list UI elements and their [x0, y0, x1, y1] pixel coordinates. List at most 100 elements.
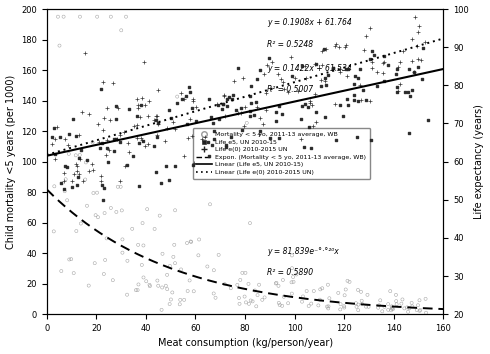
Point [390, 306, 397, 312]
Point [204, 139, 212, 145]
Point [137, 102, 145, 108]
Point [317, 286, 324, 292]
Point [94, 215, 102, 220]
Point [255, 282, 263, 287]
Point [221, 113, 229, 119]
Point [182, 93, 190, 98]
Point [134, 242, 142, 248]
Point [112, 136, 120, 142]
Point [67, 256, 75, 262]
Point [171, 242, 178, 248]
Point [297, 136, 305, 142]
Point [154, 87, 162, 93]
Point [246, 100, 254, 106]
Point [72, 153, 80, 158]
Point [232, 108, 240, 113]
Point [379, 70, 387, 76]
Point [214, 101, 221, 107]
Point [76, 152, 84, 158]
Point [384, 301, 392, 307]
Point [218, 107, 225, 112]
Point [97, 145, 104, 150]
Legend: Mortality < 5 yo, 2011-13 average, WB, Life e5, UN 2010-15, Life e(0) 2010-2015 : Mortality < 5 yo, 2011-13 average, WB, L… [193, 128, 370, 179]
Point [373, 84, 381, 89]
Point [141, 60, 148, 65]
Point [153, 132, 161, 138]
Point [279, 277, 287, 283]
Point [215, 252, 222, 258]
Point [195, 237, 203, 242]
Point [331, 43, 339, 48]
Point [358, 298, 366, 304]
Point [119, 250, 126, 256]
Point [414, 302, 422, 308]
Point [229, 92, 237, 98]
Point [310, 288, 318, 294]
Point [369, 52, 377, 58]
Point [312, 119, 320, 125]
Point [152, 169, 160, 175]
Point [50, 125, 58, 131]
Point [68, 184, 76, 190]
Point [117, 28, 125, 33]
Point [142, 102, 149, 108]
Point [298, 299, 306, 304]
Point [70, 270, 77, 276]
Point [300, 144, 308, 149]
Point [98, 182, 106, 188]
Point [61, 188, 69, 194]
Point [97, 178, 104, 183]
Point [76, 156, 84, 162]
Point [306, 101, 314, 106]
Point [133, 135, 141, 141]
Point [242, 270, 249, 276]
Point [210, 136, 218, 142]
Point [343, 73, 351, 79]
Point [312, 109, 320, 115]
Point [189, 98, 197, 104]
Point [320, 46, 328, 52]
Point [289, 74, 296, 79]
Point [150, 117, 158, 123]
Point [185, 85, 193, 90]
Point [280, 294, 288, 299]
Point [73, 182, 80, 188]
Point [336, 307, 344, 312]
Point [157, 180, 165, 186]
Point [107, 14, 115, 19]
Point [336, 44, 343, 50]
Point [188, 105, 196, 111]
Point [394, 64, 402, 69]
Point [163, 126, 171, 131]
Point [305, 303, 313, 309]
Point [357, 289, 365, 295]
Point [362, 97, 370, 103]
Point [329, 65, 337, 70]
Point [166, 263, 174, 269]
Point [392, 89, 400, 95]
Point [247, 83, 255, 89]
Point [161, 138, 169, 143]
Point [320, 75, 328, 81]
Point [365, 304, 372, 310]
Point [399, 48, 407, 54]
Point [288, 291, 296, 296]
Point [163, 286, 171, 292]
Point [205, 153, 213, 159]
Point [159, 251, 167, 257]
Point [219, 101, 227, 107]
Point [342, 287, 350, 292]
Point [139, 138, 147, 143]
Point [110, 137, 118, 142]
Point [343, 96, 351, 101]
Point [356, 66, 364, 72]
Point [98, 140, 106, 146]
Point [100, 271, 108, 277]
Point [275, 300, 283, 306]
Point [57, 268, 65, 274]
Point [60, 14, 68, 19]
Point [401, 89, 409, 95]
Point [212, 295, 220, 301]
Point [234, 65, 242, 71]
Point [309, 123, 317, 129]
